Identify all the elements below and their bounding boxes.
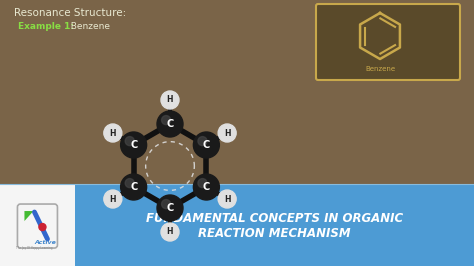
Circle shape <box>224 196 234 205</box>
Text: C: C <box>203 182 210 192</box>
Text: C: C <box>130 140 137 150</box>
Text: C: C <box>166 119 173 129</box>
Circle shape <box>109 130 119 139</box>
Circle shape <box>39 223 46 231</box>
Circle shape <box>125 178 134 188</box>
Text: C: C <box>166 203 173 213</box>
Circle shape <box>224 130 234 139</box>
Text: FUNDAMENTAL CONCEPTS IN ORGANIC: FUNDAMENTAL CONCEPTS IN ORGANIC <box>146 211 403 225</box>
Text: Benzene: Benzene <box>65 22 110 31</box>
Circle shape <box>193 174 219 200</box>
Text: H: H <box>224 128 230 138</box>
Text: Resonance Structure:: Resonance Structure: <box>14 8 126 18</box>
Circle shape <box>161 91 179 109</box>
Circle shape <box>218 190 236 208</box>
Circle shape <box>104 190 122 208</box>
Circle shape <box>162 115 171 125</box>
Circle shape <box>125 136 134 146</box>
Text: H: H <box>224 194 230 203</box>
Circle shape <box>157 195 183 221</box>
Circle shape <box>218 124 236 142</box>
Text: C: C <box>130 182 137 192</box>
Circle shape <box>193 132 219 158</box>
Text: H: H <box>167 227 173 236</box>
Circle shape <box>157 111 183 137</box>
Text: H: H <box>109 194 116 203</box>
FancyBboxPatch shape <box>316 4 460 80</box>
Text: C: C <box>203 140 210 150</box>
Circle shape <box>109 196 119 205</box>
Text: The Joy Of Happy Learning: The Joy Of Happy Learning <box>16 246 53 250</box>
Text: H: H <box>109 128 116 138</box>
Text: Example 1:: Example 1: <box>18 22 74 31</box>
Circle shape <box>104 124 122 142</box>
Circle shape <box>161 223 179 241</box>
Bar <box>0 184 75 266</box>
Circle shape <box>162 200 171 209</box>
Circle shape <box>120 174 146 200</box>
Circle shape <box>198 136 207 146</box>
Polygon shape <box>25 211 34 221</box>
Bar <box>0 184 474 266</box>
Text: H: H <box>167 95 173 105</box>
Text: REACTION MECHANISM: REACTION MECHANISM <box>198 227 351 240</box>
Circle shape <box>120 132 146 158</box>
Circle shape <box>166 97 176 106</box>
Circle shape <box>198 178 207 188</box>
Text: Benzene: Benzene <box>365 66 395 72</box>
Text: Active: Active <box>35 240 56 245</box>
Circle shape <box>166 228 176 238</box>
